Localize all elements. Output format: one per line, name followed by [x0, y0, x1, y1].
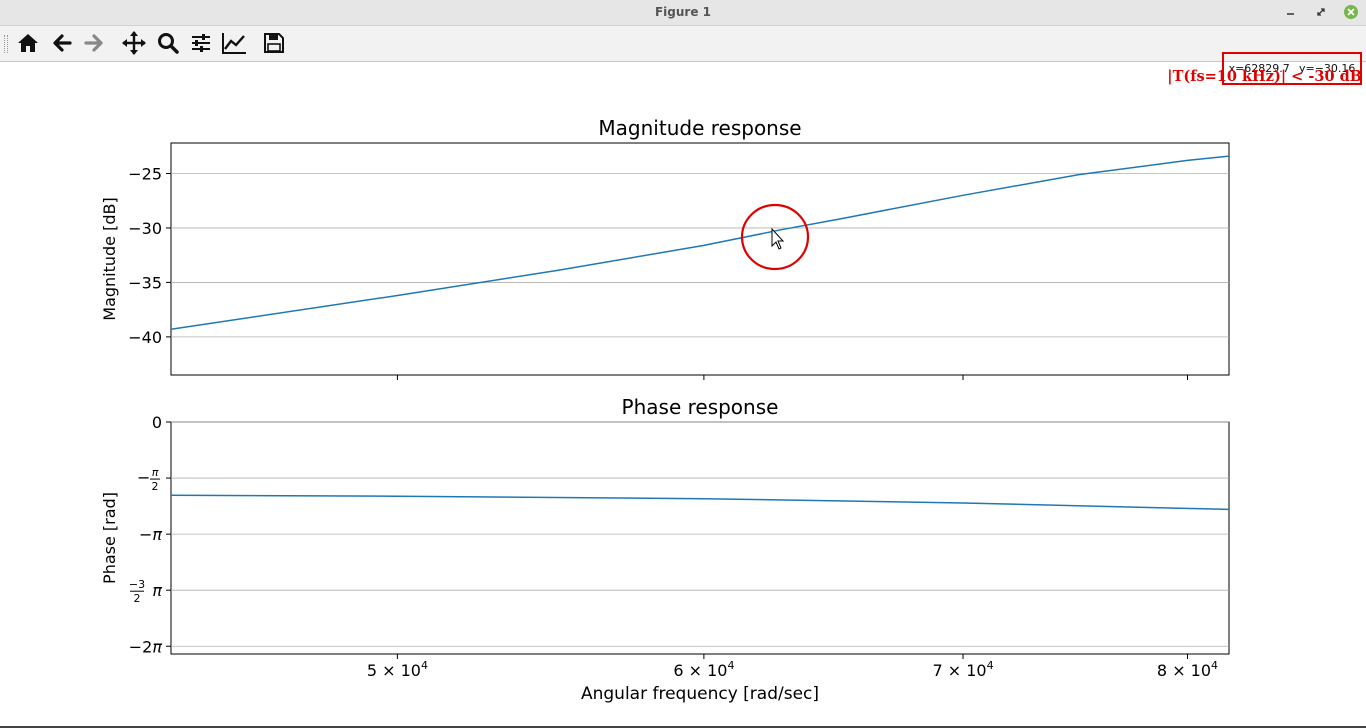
- axes-frame: [170, 142, 1230, 376]
- x-tick-label: 5 × 104: [367, 659, 428, 680]
- cursor-overlay: [740, 203, 810, 271]
- y-tick-label: − π2: [137, 466, 160, 493]
- arrow-right-icon: [84, 34, 103, 52]
- y-tick-label: −32 π: [129, 578, 162, 605]
- svg-text:π: π: [152, 581, 162, 600]
- pan-button[interactable]: [120, 29, 148, 57]
- window-titlebar: Figure 1: [0, 0, 1366, 26]
- y-axis-label: Phase [rad]: [100, 492, 119, 584]
- svg-text:−3: −3: [129, 578, 145, 591]
- x-tick-label: 7 × 104: [932, 659, 993, 680]
- cursor-coordinates-readout: x=62829.7 y=−30.16: [1222, 52, 1362, 85]
- y-tick-label: −25: [128, 164, 162, 183]
- arrow-left-icon: [53, 34, 72, 52]
- threshold-annotation: |T(fs=10 kHz)| < -30 dB: [1167, 68, 1362, 85]
- svg-text:2: 2: [134, 592, 141, 605]
- y-tick-label: −2π: [129, 637, 163, 656]
- y-tick-label: 0: [152, 413, 162, 432]
- y-tick-label: −40: [128, 328, 162, 347]
- zoom-button[interactable]: [154, 29, 182, 57]
- subplot-title: Phase response: [622, 395, 779, 419]
- svg-text:−: −: [137, 468, 150, 487]
- figure-canvas[interactable]: Magnitude response−25−30−35−40Magnitude …: [0, 62, 1366, 726]
- axes-edit-button[interactable]: [220, 29, 248, 57]
- toolbar: x=62829.7 y=−30.16: [0, 26, 1366, 85]
- floppy-disk-icon: [264, 33, 284, 53]
- maximize-icon[interactable]: [1313, 4, 1329, 20]
- x-axis-label: Angular frequency [rad/sec]: [581, 684, 819, 704]
- cursor-x-readout: x=62829.7: [1228, 62, 1290, 75]
- magnifier-icon: [158, 33, 179, 54]
- toolbar-grip: [4, 35, 8, 53]
- magnitude-subplot[interactable]: Magnitude response −25 −30 −35 −40 Magnitude …: [100, 116, 1230, 380]
- home-icon: [18, 34, 38, 52]
- axes-frame: [170, 421, 1230, 655]
- back-button[interactable]: [48, 29, 76, 57]
- close-icon[interactable]: [1343, 4, 1359, 20]
- x-tick-label: 6 × 104: [673, 659, 734, 680]
- x-tick-label: 8 × 104: [1157, 659, 1218, 680]
- window-title: Figure 1: [654, 5, 712, 19]
- sliders-icon: [192, 34, 210, 52]
- home-button[interactable]: [14, 29, 42, 57]
- cursor-highlight-circle: [740, 203, 810, 271]
- svg-text:2: 2: [152, 480, 159, 493]
- series-line: [170, 155, 1230, 331]
- save-button[interactable]: [260, 29, 288, 57]
- subplot-title: Magnitude response: [598, 116, 801, 140]
- move-arrows-icon: [122, 31, 146, 55]
- minimize-icon[interactable]: [1283, 4, 1299, 20]
- subplots-button[interactable]: [187, 29, 215, 57]
- y-tick-label: −30: [128, 219, 162, 238]
- y-tick-label: −35: [128, 273, 162, 292]
- forward-button[interactable]: [80, 29, 108, 57]
- cursor-y-readout: y=−30.16: [1298, 62, 1356, 75]
- y-axis-label: Magnitude [dB]: [100, 197, 119, 320]
- svg-text:π: π: [152, 466, 159, 479]
- window-bottom-border: [0, 726, 1366, 728]
- y-tick-label: −π: [139, 525, 162, 544]
- line-chart-icon: [222, 33, 246, 54]
- mouse-pointer-icon: [771, 227, 785, 250]
- series-line: [170, 494, 1230, 511]
